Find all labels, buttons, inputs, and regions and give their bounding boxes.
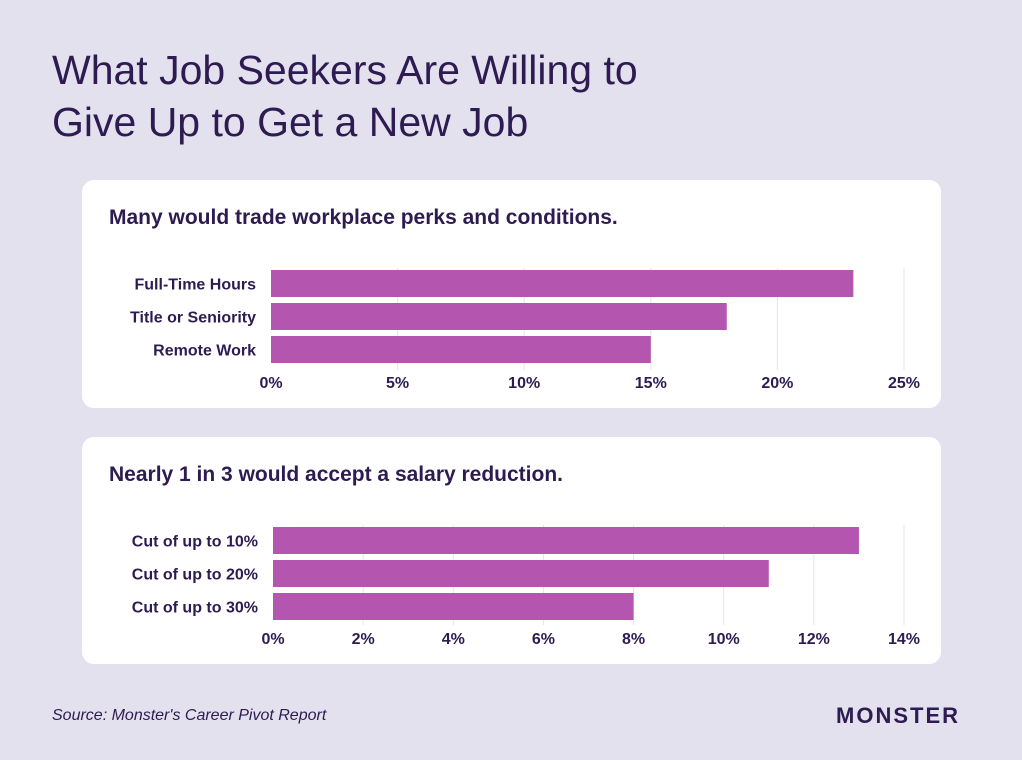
chart-card-perks: Many would trade workplace perks and con… bbox=[82, 180, 941, 408]
x-tick-label: 8% bbox=[622, 631, 645, 648]
monster-logo: MONSTER bbox=[836, 703, 960, 728]
x-tick-label: 15% bbox=[635, 375, 667, 392]
bar bbox=[271, 303, 727, 330]
bar-chart-salary: 0% 2% 4% 6% 8% 10% 12% 14% Cut of up to 10% Cut o… bbox=[132, 525, 920, 648]
bar bbox=[271, 336, 651, 363]
x-tick-label: 2% bbox=[352, 631, 375, 648]
bar bbox=[273, 527, 859, 554]
category-label: Title or Seniority bbox=[130, 310, 256, 327]
chart-title-salary: Nearly 1 in 3 would accept a salary redu… bbox=[109, 463, 564, 486]
category-label: Cut of up to 20% bbox=[132, 567, 258, 584]
bar bbox=[273, 593, 634, 620]
title-line-2: Give Up to Get a New Job bbox=[52, 99, 529, 145]
bar bbox=[273, 560, 769, 587]
source-note: Source: Monster's Career Pivot Report bbox=[52, 707, 327, 724]
x-tick-label: 20% bbox=[761, 375, 793, 392]
chart-card-salary: Nearly 1 in 3 would accept a salary redu… bbox=[82, 437, 941, 664]
category-label: Full-Time Hours bbox=[135, 277, 257, 294]
x-tick-label: 0% bbox=[259, 375, 282, 392]
x-tick-label: 14% bbox=[888, 631, 920, 648]
bar bbox=[271, 270, 854, 297]
x-tick-label: 6% bbox=[532, 631, 555, 648]
category-label: Cut of up to 30% bbox=[132, 600, 258, 617]
bar-chart-perks: 0% 5% 10% 15% 20% 25% Full-Time Hours Title or … bbox=[130, 268, 920, 392]
x-tick-label: 5% bbox=[386, 375, 409, 392]
x-tick-label: 12% bbox=[798, 631, 830, 648]
category-label: Cut of up to 10% bbox=[132, 534, 258, 551]
x-tick-label: 25% bbox=[888, 375, 920, 392]
x-tick-label: 10% bbox=[508, 375, 540, 392]
chart-title-perks: Many would trade workplace perks and con… bbox=[109, 206, 618, 229]
x-tick-label: 0% bbox=[261, 631, 284, 648]
category-label: Remote Work bbox=[153, 343, 256, 360]
x-tick-label: 10% bbox=[708, 631, 740, 648]
page-title: What Job Seekers Are Willing to Give Up … bbox=[52, 44, 812, 148]
x-tick-label: 4% bbox=[442, 631, 465, 648]
title-line-1: What Job Seekers Are Willing to bbox=[52, 47, 638, 93]
